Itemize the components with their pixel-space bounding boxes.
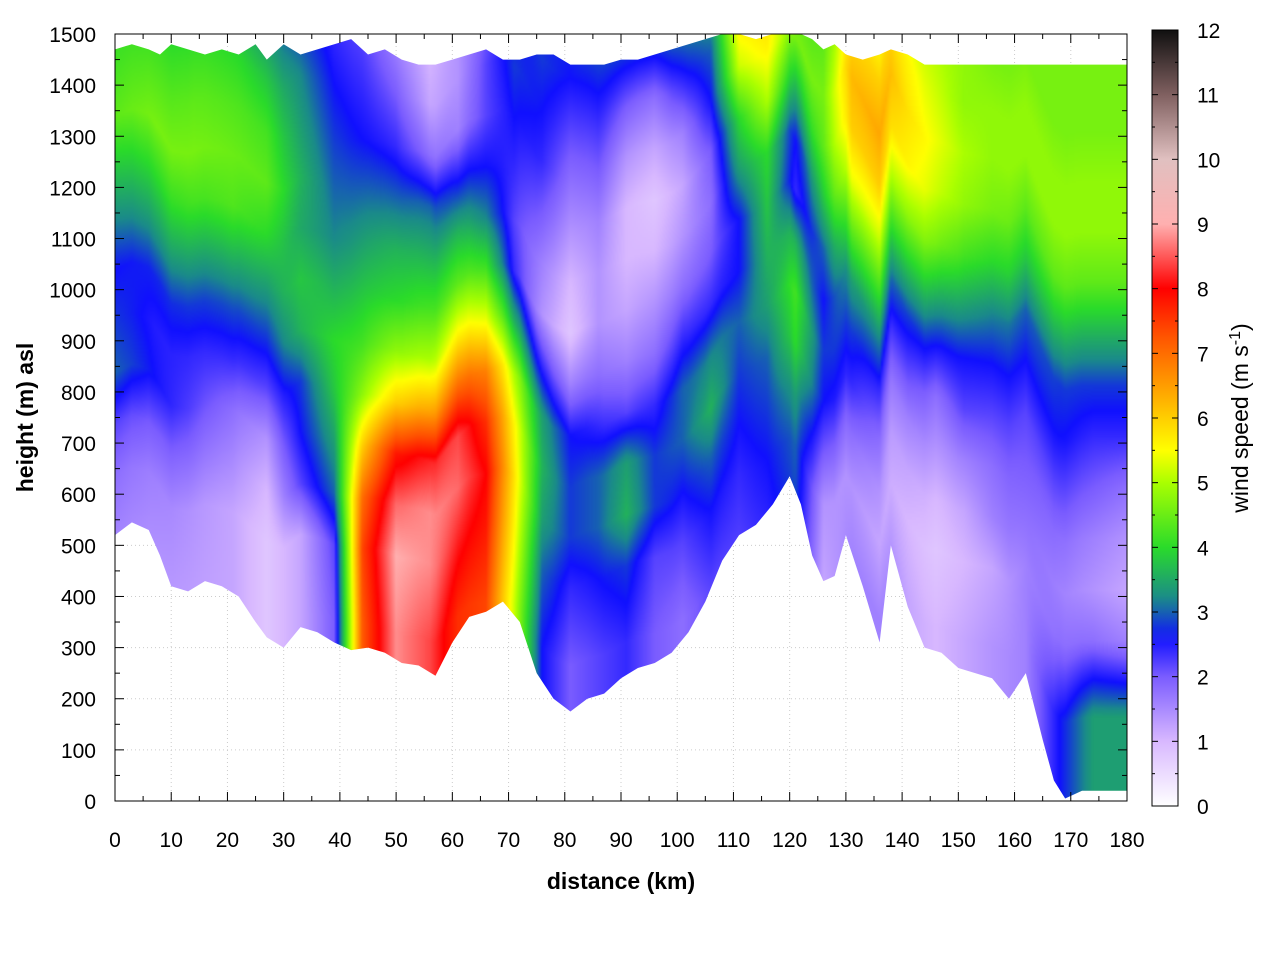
x-tick-label: 150	[941, 829, 976, 852]
colorbar-tick-label: 0	[1197, 796, 1209, 819]
y-tick-label: 100	[61, 740, 96, 763]
y-tick-label: 0	[84, 791, 96, 814]
x-tick-label: 100	[660, 829, 695, 852]
x-tick-label: 160	[997, 829, 1032, 852]
x-tick-label: 20	[216, 829, 239, 852]
y-tick-label: 1300	[49, 126, 96, 149]
x-tick-label: 10	[160, 829, 183, 852]
colorbar-tick-label: 2	[1197, 667, 1209, 690]
y-tick-label: 1500	[49, 24, 96, 47]
x-axis-title: distance (km)	[547, 868, 695, 894]
y-tick-label: 300	[61, 638, 96, 661]
y-tick-label: 1400	[49, 75, 96, 98]
x-tick-label: 110	[717, 829, 750, 852]
y-tick-label: 1000	[49, 280, 96, 303]
colorbar-tick-label: 5	[1197, 473, 1209, 496]
y-tick-label: 200	[61, 689, 96, 712]
y-tick-label: 800	[61, 382, 96, 405]
x-tick-label: 40	[328, 829, 351, 852]
colorbar-title: wind speed (m s-1)	[1227, 323, 1253, 513]
x-tick-label: 180	[1109, 829, 1144, 852]
colorbar-tick-label: 11	[1197, 85, 1219, 108]
colorbar-tick-label: 1	[1197, 731, 1209, 754]
colorbar-tick-label: 9	[1197, 214, 1209, 237]
colorbar-title-superscript: -1	[1227, 331, 1244, 345]
x-tick-label: 80	[553, 829, 576, 852]
y-tick-label: 600	[61, 484, 96, 507]
y-tick-label: 400	[61, 586, 96, 609]
colorbar-tick-label: 12	[1197, 20, 1220, 43]
x-tick-label: 30	[272, 829, 295, 852]
y-tick-label: 900	[61, 331, 96, 354]
x-tick-label: 140	[885, 829, 920, 852]
x-tick-label: 120	[772, 829, 807, 852]
colorbar-tick-label: 4	[1197, 537, 1209, 560]
y-tick-label: 1200	[49, 177, 96, 200]
x-tick-label: 90	[609, 829, 632, 852]
y-axis-title: height (m) asl	[12, 343, 38, 493]
x-tick-label: 70	[497, 829, 520, 852]
colorbar-tick-label: 8	[1197, 279, 1209, 302]
y-tick-label: 700	[61, 433, 96, 456]
x-tick-label: 60	[441, 829, 464, 852]
colorbar-tick-label: 3	[1197, 602, 1209, 625]
y-tick-label: 1100	[51, 229, 96, 252]
colorbar-tick-label: 7	[1197, 343, 1209, 366]
colorbar-tick-label: 6	[1197, 408, 1209, 431]
y-axis: 0 100 200 300 400 500 600 700 800 900 1000 1100 1200…	[49, 24, 1127, 814]
colorbar-tick-label: 10	[1197, 149, 1220, 172]
x-tick-label: 130	[828, 829, 863, 852]
x-tick-label: 0	[109, 829, 121, 852]
x-tick-label: 170	[1053, 829, 1088, 852]
x-axis: 0 10 20 30 40 50 60 70 80 90 100 110 120 130 140 150 160…	[109, 34, 1145, 852]
colorbar-title-end: )	[1227, 323, 1253, 331]
colorbar-title-main: wind speed (m s	[1227, 345, 1253, 513]
x-tick-label: 50	[384, 829, 407, 852]
y-tick-label: 500	[61, 535, 96, 558]
